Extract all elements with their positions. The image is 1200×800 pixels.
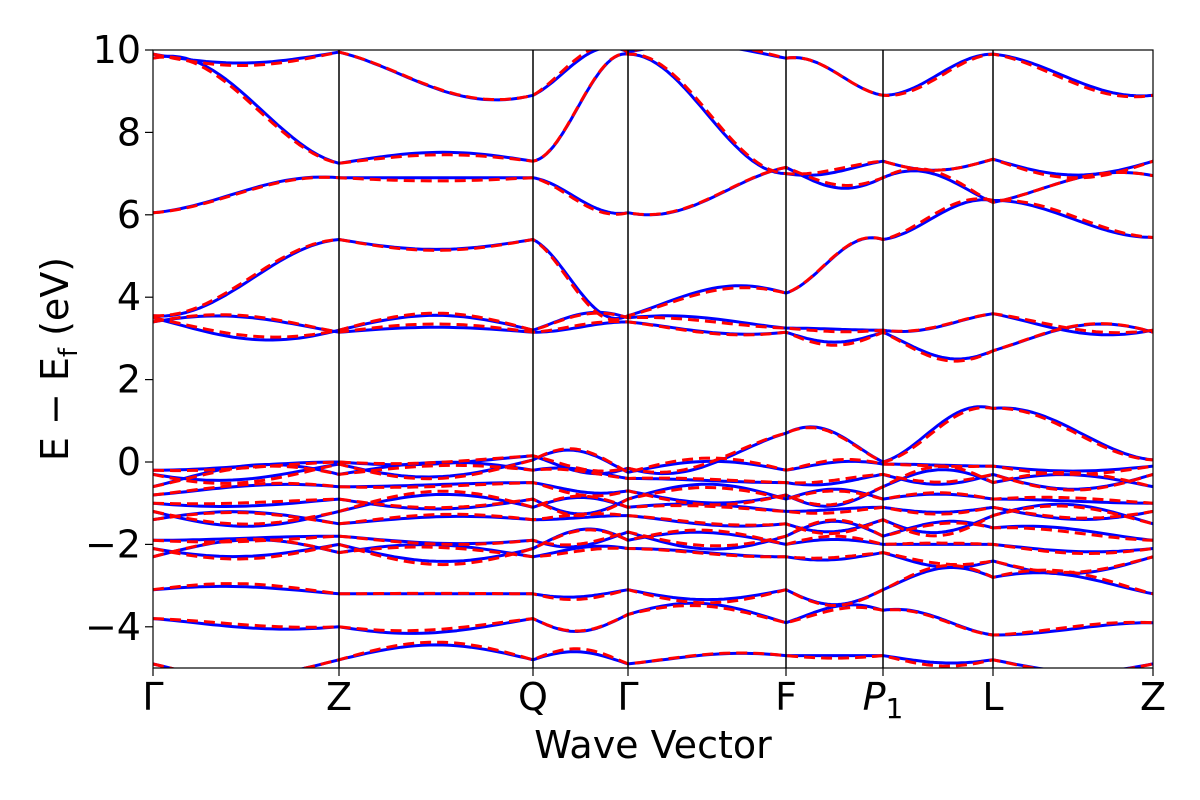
band-line-dashed bbox=[153, 52, 1153, 180]
band-line-solid bbox=[153, 405, 1153, 476]
x-tick-label: F bbox=[775, 675, 797, 719]
band-line-dashed bbox=[153, 486, 1153, 518]
y-tick-label: 2 bbox=[117, 358, 141, 402]
x-tick-label: Z bbox=[326, 675, 352, 719]
band-line-dashed bbox=[153, 537, 1153, 574]
x-tick-label-text: F bbox=[775, 675, 797, 719]
band-line-dashed bbox=[153, 640, 1153, 668]
y-axis-label: E − Ef (eV) bbox=[33, 257, 84, 461]
y-tick-label: 0 bbox=[117, 440, 141, 484]
band-line-dashed bbox=[153, 313, 1153, 363]
band-line-solid bbox=[153, 460, 1153, 491]
x-tick-label: Γ bbox=[142, 675, 163, 719]
band-line-dashed bbox=[153, 197, 1153, 322]
x-axis: Γ Z Q Γ F P1 L Z bbox=[142, 668, 1166, 725]
band-line-dashed bbox=[153, 604, 1153, 637]
band-line-dashed bbox=[153, 564, 1153, 607]
band-line-dashed bbox=[153, 311, 1153, 339]
band-line-dashed bbox=[153, 165, 1153, 217]
x-tick-label-subscript: 1 bbox=[886, 692, 904, 725]
y-axis-label-subscript: f bbox=[54, 347, 84, 357]
x-tick-label: L bbox=[982, 675, 1003, 719]
x-tick-label-text: Q bbox=[518, 675, 548, 719]
y-tick-label: 6 bbox=[117, 193, 141, 237]
y-tick-label: −2 bbox=[85, 522, 141, 566]
x-tick-label: Γ bbox=[617, 675, 638, 719]
y-axis-label-unit: (eV) bbox=[33, 257, 77, 348]
band-line-dashed bbox=[153, 518, 1153, 548]
high-symmetry-lines bbox=[338, 50, 994, 668]
x-tick-label: P1 bbox=[863, 675, 904, 725]
x-tick-label-text: Γ bbox=[142, 675, 163, 719]
x-tick-label-text: Z bbox=[1140, 675, 1166, 719]
x-tick-label-text: Z bbox=[326, 675, 352, 719]
y-axis: −4 −2 0 2 4 6 8 10 bbox=[85, 28, 153, 649]
y-axis-label-main: E − E bbox=[33, 357, 77, 461]
band-line-dashed bbox=[153, 489, 1153, 526]
band-line-dashed bbox=[153, 447, 1153, 485]
y-tick-label: 4 bbox=[117, 275, 141, 319]
band-line-dashed bbox=[153, 464, 1153, 507]
y-tick-label: −4 bbox=[85, 605, 141, 649]
plot-frame bbox=[152, 49, 1154, 669]
band-line-dashed bbox=[153, 528, 1153, 567]
band-line-dashed bbox=[153, 406, 1153, 474]
y-tick-label: 10 bbox=[93, 28, 141, 72]
x-axis-label: Wave Vector bbox=[534, 723, 772, 767]
x-tick-label-text: L bbox=[982, 675, 1003, 719]
x-tick-label-text: Γ bbox=[617, 675, 638, 719]
x-tick-label-text: P bbox=[863, 675, 886, 719]
band-line-dashed bbox=[153, 50, 1153, 102]
x-tick-label: Q bbox=[518, 675, 548, 719]
y-tick-label: 8 bbox=[117, 110, 141, 154]
x-tick-label: Z bbox=[1140, 675, 1166, 719]
band-lines bbox=[153, 50, 1153, 668]
